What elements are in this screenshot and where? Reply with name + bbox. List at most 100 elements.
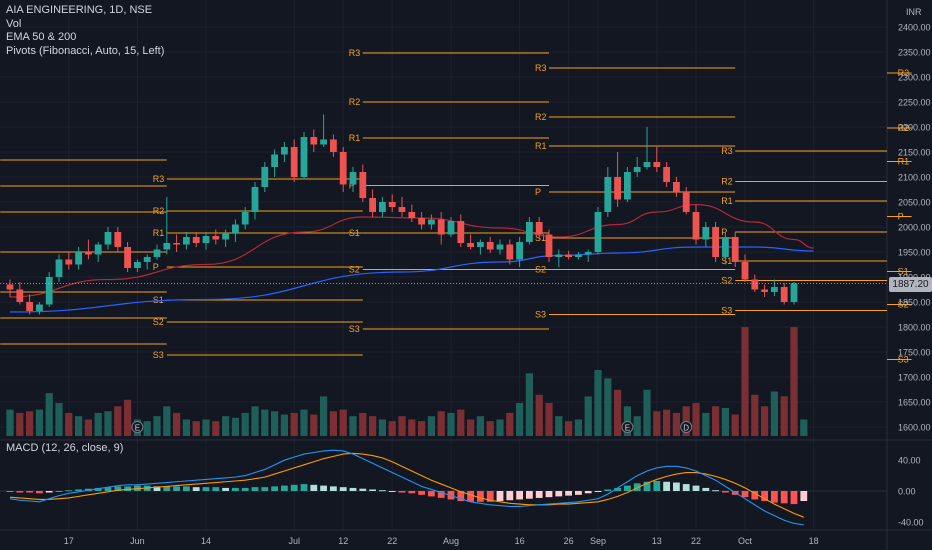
pivot-label: S2 (153, 317, 164, 327)
macd-histogram-bar (771, 491, 778, 503)
candle-body (506, 244, 514, 260)
volume-bar (75, 416, 83, 436)
pivot-label: S2 (721, 276, 732, 286)
volume-bar (653, 411, 661, 436)
pivot-label: R3 (349, 48, 361, 58)
volume-bar (388, 421, 396, 436)
volume-bar (604, 378, 612, 436)
candle-body (604, 177, 612, 212)
candle-body (486, 242, 494, 250)
indicator-vol-label[interactable]: Vol (6, 17, 22, 30)
candle-body (134, 262, 141, 268)
candle-body (428, 219, 435, 225)
volume-bar (94, 412, 102, 436)
macd-histogram-bar (692, 485, 700, 491)
macd-pane-title[interactable]: MACD (12, 26, close, 9) (6, 442, 124, 454)
macd-histogram-bar (261, 487, 269, 491)
macd-histogram-bar (526, 491, 533, 499)
candle-body (496, 244, 504, 250)
macd-histogram-bar (780, 491, 788, 504)
volume-bar (457, 409, 465, 436)
event-marker-circle (131, 421, 144, 433)
time-axis-label: Oct (738, 536, 753, 546)
volume-bar (359, 412, 367, 436)
price-axis-label: 2100.00 (898, 173, 931, 183)
candle-body (653, 162, 661, 167)
indicator-pivots-label[interactable]: Pivots (Fibonacci, Auto, 15, Left) (6, 44, 165, 57)
volume-bar (378, 419, 386, 436)
candle-body (36, 304, 43, 311)
macd-signal-line (9, 452, 805, 518)
macd-histogram-bar (545, 491, 553, 498)
candle-body (565, 254, 572, 257)
volume-bar (790, 327, 798, 436)
candle-body (300, 137, 308, 177)
candle-body (330, 139, 337, 152)
macd-histogram-bar (183, 486, 190, 491)
volume-bar (486, 421, 494, 436)
candle-body (575, 254, 582, 257)
candle-body (584, 252, 592, 255)
macd-histogram-bar (418, 491, 425, 495)
volume-bar (574, 419, 582, 436)
macd-histogram-bar (624, 485, 631, 491)
chart-legend: AIA ENGINEERING, 1D, NSE Vol EMA 50 & 20… (6, 4, 164, 58)
volume-bar (231, 417, 239, 436)
time-axis-label: 12 (338, 536, 348, 546)
pivot-label: R1 (898, 157, 910, 167)
volume-bar (163, 406, 171, 436)
time-axis-label: Sep (590, 536, 606, 546)
candle-body (212, 236, 220, 240)
candle-body (45, 277, 53, 305)
volume-bar (467, 419, 475, 436)
macd-histogram-bar (104, 487, 112, 491)
pivot-label: R1 (535, 141, 547, 151)
volume-bar (104, 411, 112, 436)
pivot-label: P (898, 212, 904, 222)
macd-histogram-bar (604, 489, 612, 491)
price-axis-label: 1800.00 (898, 323, 931, 333)
price-axis-label: 2150.00 (898, 148, 931, 158)
candle-body (310, 137, 318, 145)
indicator-ema-label[interactable]: EMA 50 & 200 (6, 31, 77, 43)
macd-histogram-bar (575, 491, 582, 495)
volume-bar (643, 389, 651, 436)
volume-bar (721, 407, 729, 436)
volume-bar (300, 409, 308, 436)
macd-histogram-bar (800, 491, 808, 502)
pivot-label: R2 (721, 177, 733, 187)
price-axis-label: 1850.00 (898, 298, 931, 308)
volume-bar (633, 416, 641, 436)
macd-histogram-bar (614, 487, 621, 491)
candle-body (26, 302, 33, 311)
macd-histogram-bar (339, 487, 347, 491)
macd-histogram-bar (673, 482, 680, 491)
volume-bar (800, 419, 808, 436)
candle-body (408, 212, 416, 218)
price-axis-label: 2400.00 (898, 23, 931, 33)
candle-body (771, 287, 778, 292)
symbol-title[interactable]: AIA ENGINEERING, 1D, NSE (6, 4, 153, 16)
price-axis-label: 2050.00 (898, 198, 931, 208)
macd-histogram-bar (222, 487, 229, 491)
macd-histogram-bar (349, 487, 357, 491)
macd-histogram-bar (241, 487, 249, 491)
volume-bar (55, 403, 63, 436)
macd-histogram-bar (388, 491, 396, 492)
volume-bar (525, 373, 533, 436)
macd-histogram-bar (281, 485, 288, 491)
candle-body (741, 262, 749, 280)
candle-body (780, 287, 788, 302)
macd-histogram-bar (212, 487, 220, 491)
macd-histogram-bar (467, 491, 474, 502)
candle-body (751, 279, 759, 290)
candle-body (633, 167, 641, 172)
volume-bar (506, 412, 514, 436)
candle-body (643, 162, 651, 167)
volume-bar (437, 411, 445, 436)
pivot-label: P (721, 227, 727, 237)
candle-body (153, 249, 161, 257)
candle-body (516, 242, 523, 260)
time-axis-label: Jul (288, 536, 300, 546)
